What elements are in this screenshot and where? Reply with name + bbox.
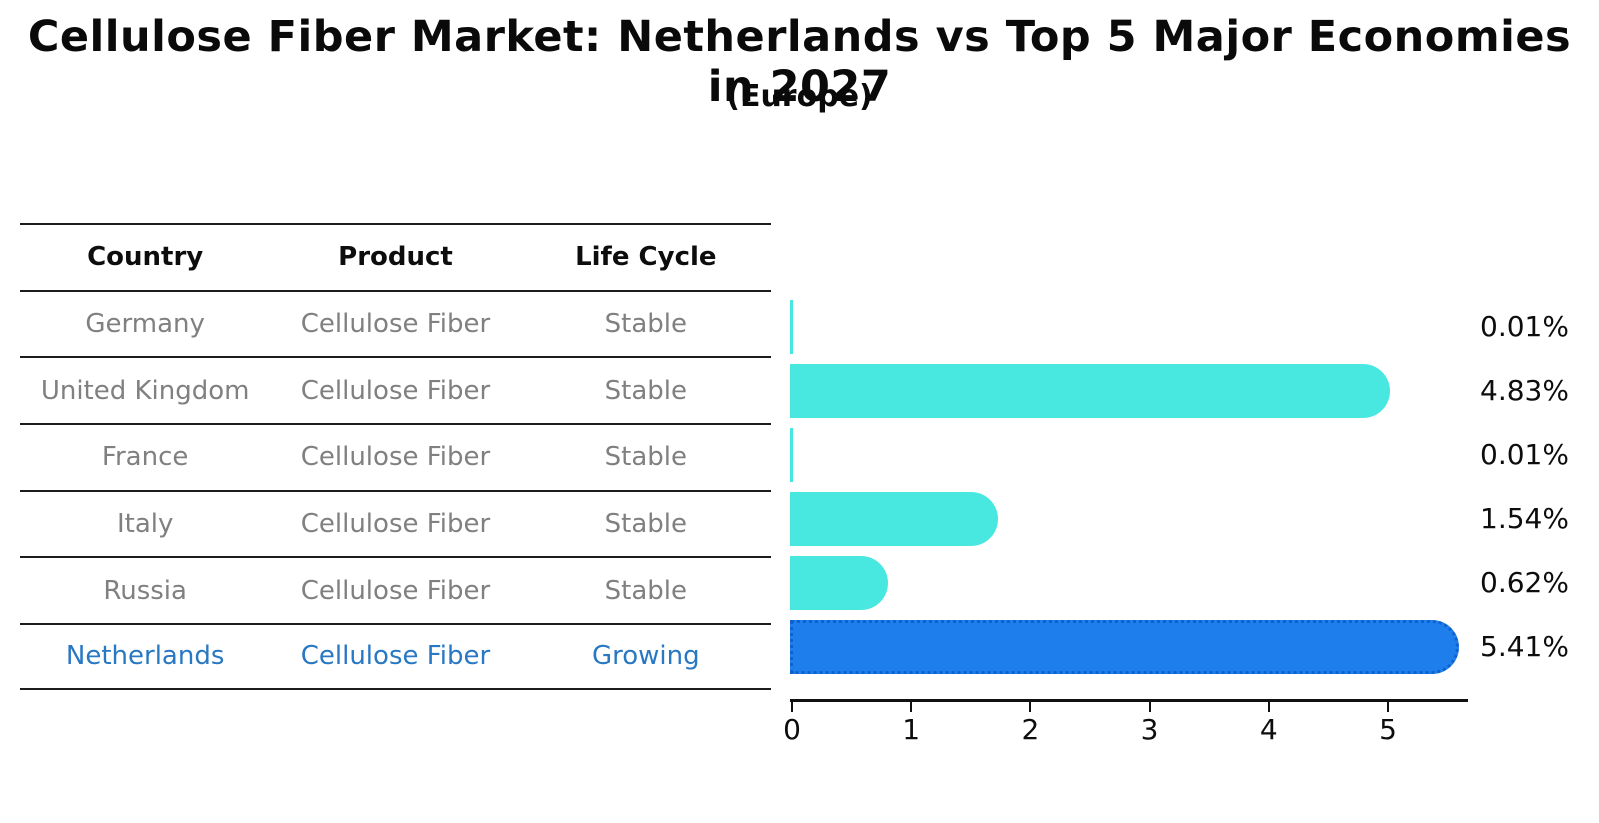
table-row: France Cellulose Fiber Stable: [20, 423, 771, 490]
column-header-country: Country: [87, 242, 204, 273]
table-cell-life-cycle: Stable: [604, 442, 687, 473]
x-tick-mark: [1267, 702, 1270, 712]
table-row: Russia Cellulose Fiber Stable: [20, 556, 771, 623]
table-cell-life-cycle: Growing: [591, 641, 700, 672]
table-cell-product: Cellulose Fiber: [300, 641, 491, 672]
table-header-row: Country Product Life Cycle: [20, 223, 771, 290]
table-cell-country: Netherlands: [65, 641, 225, 672]
x-tick-mark: [1029, 702, 1032, 712]
bar-germany: [790, 300, 793, 354]
table-cell-life-cycle: Stable: [604, 375, 687, 406]
x-tick-label: 0: [783, 713, 801, 746]
chart-title: Cellulose Fiber Market: Netherlands vs T…: [27, 12, 1572, 112]
bar-italy: [790, 491, 998, 546]
x-tick-label: 5: [1379, 713, 1397, 746]
table-cell-life-cycle: Stable: [604, 509, 687, 540]
x-tick-label: 2: [1021, 713, 1040, 746]
chart-subtitle: (Europe): [726, 79, 873, 114]
table-cell-life-cycle: Stable: [604, 309, 687, 340]
country-table: Country Product Life Cycle Germany Cellul…: [20, 223, 771, 690]
bar-value-label: 1.54%: [1480, 501, 1569, 535]
column-header-life-cycle: Life Cycle: [575, 242, 717, 273]
x-tick-label: 1: [902, 713, 921, 746]
bar-value-label: 5.41%: [1480, 629, 1569, 663]
x-axis: [790, 699, 1468, 702]
table-row: Netherlands Cellulose Fiber Growing: [20, 623, 771, 690]
table-cell-product: Cellulose Fiber: [300, 509, 491, 540]
bar-netherlands: [790, 619, 1459, 674]
bar-chart: 0.01% 4.83% 0.01% 1.54% 0.62% 5.41%: [790, 285, 1569, 765]
table-cell-country: Russia: [103, 575, 187, 606]
table-cell-life-cycle: Stable: [604, 575, 687, 606]
bar-value-label: 0.01%: [1480, 437, 1569, 471]
table-cell-country: Germany: [85, 309, 205, 340]
bar-value-label: 0.62%: [1480, 565, 1569, 599]
table-row: Germany Cellulose Fiber Stable: [20, 289, 771, 357]
table-cell-country: France: [101, 442, 189, 473]
column-header-product: Product: [338, 242, 453, 273]
table-body: Germany Cellulose Fiber Stable United Kingd…: [20, 289, 771, 690]
x-tick-mark: [1148, 702, 1151, 712]
table-cell-country: Italy: [116, 509, 174, 540]
table-row: Italy Cellulose Fiber Stable: [20, 489, 771, 557]
table-cell-country: United Kingdom: [40, 375, 250, 406]
x-tick-label: 4: [1259, 713, 1278, 746]
bar-united-kingdom: [790, 363, 1390, 418]
x-tick-label: 3: [1140, 713, 1159, 746]
table-cell-product: Cellulose Fiber: [300, 309, 491, 340]
x-tick-mark: [1387, 702, 1389, 712]
table-cell-product: Cellulose Fiber: [300, 442, 491, 473]
table-row: United Kingdom Cellulose Fiber Stable: [20, 356, 771, 423]
bar-france: [790, 427, 793, 482]
bar-value-label: 4.83%: [1480, 373, 1569, 407]
x-tick-mark: [910, 702, 913, 712]
bar-value-label: 0.01%: [1480, 310, 1569, 343]
x-tick-mark: [791, 702, 793, 712]
table-cell-product: Cellulose Fiber: [300, 575, 491, 606]
bar-russia: [790, 555, 888, 610]
table-cell-product: Cellulose Fiber: [300, 375, 491, 406]
